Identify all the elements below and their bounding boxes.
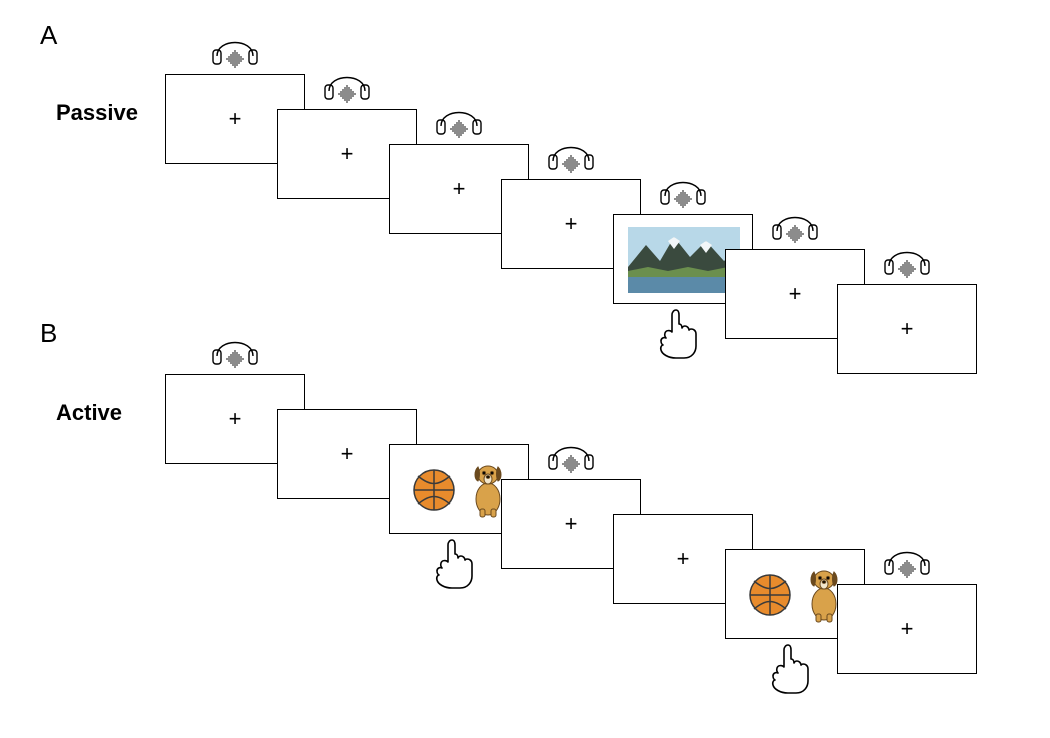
fixation-cross: + bbox=[565, 213, 578, 235]
basketball-icon bbox=[410, 466, 458, 514]
headphones-icon bbox=[205, 328, 265, 373]
fixation-cross: + bbox=[677, 548, 690, 570]
pointing-hand-icon bbox=[654, 306, 702, 367]
landscape-image-icon bbox=[628, 227, 740, 298]
trial-frame: + bbox=[837, 584, 977, 674]
pointing-hand-icon bbox=[766, 641, 814, 702]
headphones-icon bbox=[317, 63, 377, 108]
headphones-icon bbox=[877, 238, 937, 283]
trial-frame: + bbox=[837, 284, 977, 374]
headphones-icon bbox=[541, 133, 601, 178]
fixation-cross: + bbox=[341, 143, 354, 165]
pointing-hand-icon bbox=[430, 536, 478, 597]
fixation-cross: + bbox=[901, 318, 914, 340]
fixation-cross: + bbox=[789, 283, 802, 305]
fixation-cross: + bbox=[229, 108, 242, 130]
panel-a-letter: A bbox=[40, 20, 57, 51]
headphones-icon bbox=[653, 168, 713, 213]
fixation-cross: + bbox=[341, 443, 354, 465]
panel-a-label: Passive bbox=[56, 100, 138, 126]
basketball-icon bbox=[746, 571, 794, 619]
panel-b-label: Active bbox=[56, 400, 122, 426]
headphones-icon bbox=[205, 28, 265, 73]
headphones-icon bbox=[877, 538, 937, 583]
panel-b-letter: B bbox=[40, 318, 57, 349]
figure-stage: A Passive B Active + + bbox=[0, 0, 1050, 738]
headphones-icon bbox=[765, 203, 825, 248]
headphones-icon bbox=[541, 433, 601, 478]
headphones-icon bbox=[429, 98, 489, 143]
fixation-cross: + bbox=[901, 618, 914, 640]
fixation-cross: + bbox=[453, 178, 466, 200]
fixation-cross: + bbox=[565, 513, 578, 535]
fixation-cross: + bbox=[229, 408, 242, 430]
